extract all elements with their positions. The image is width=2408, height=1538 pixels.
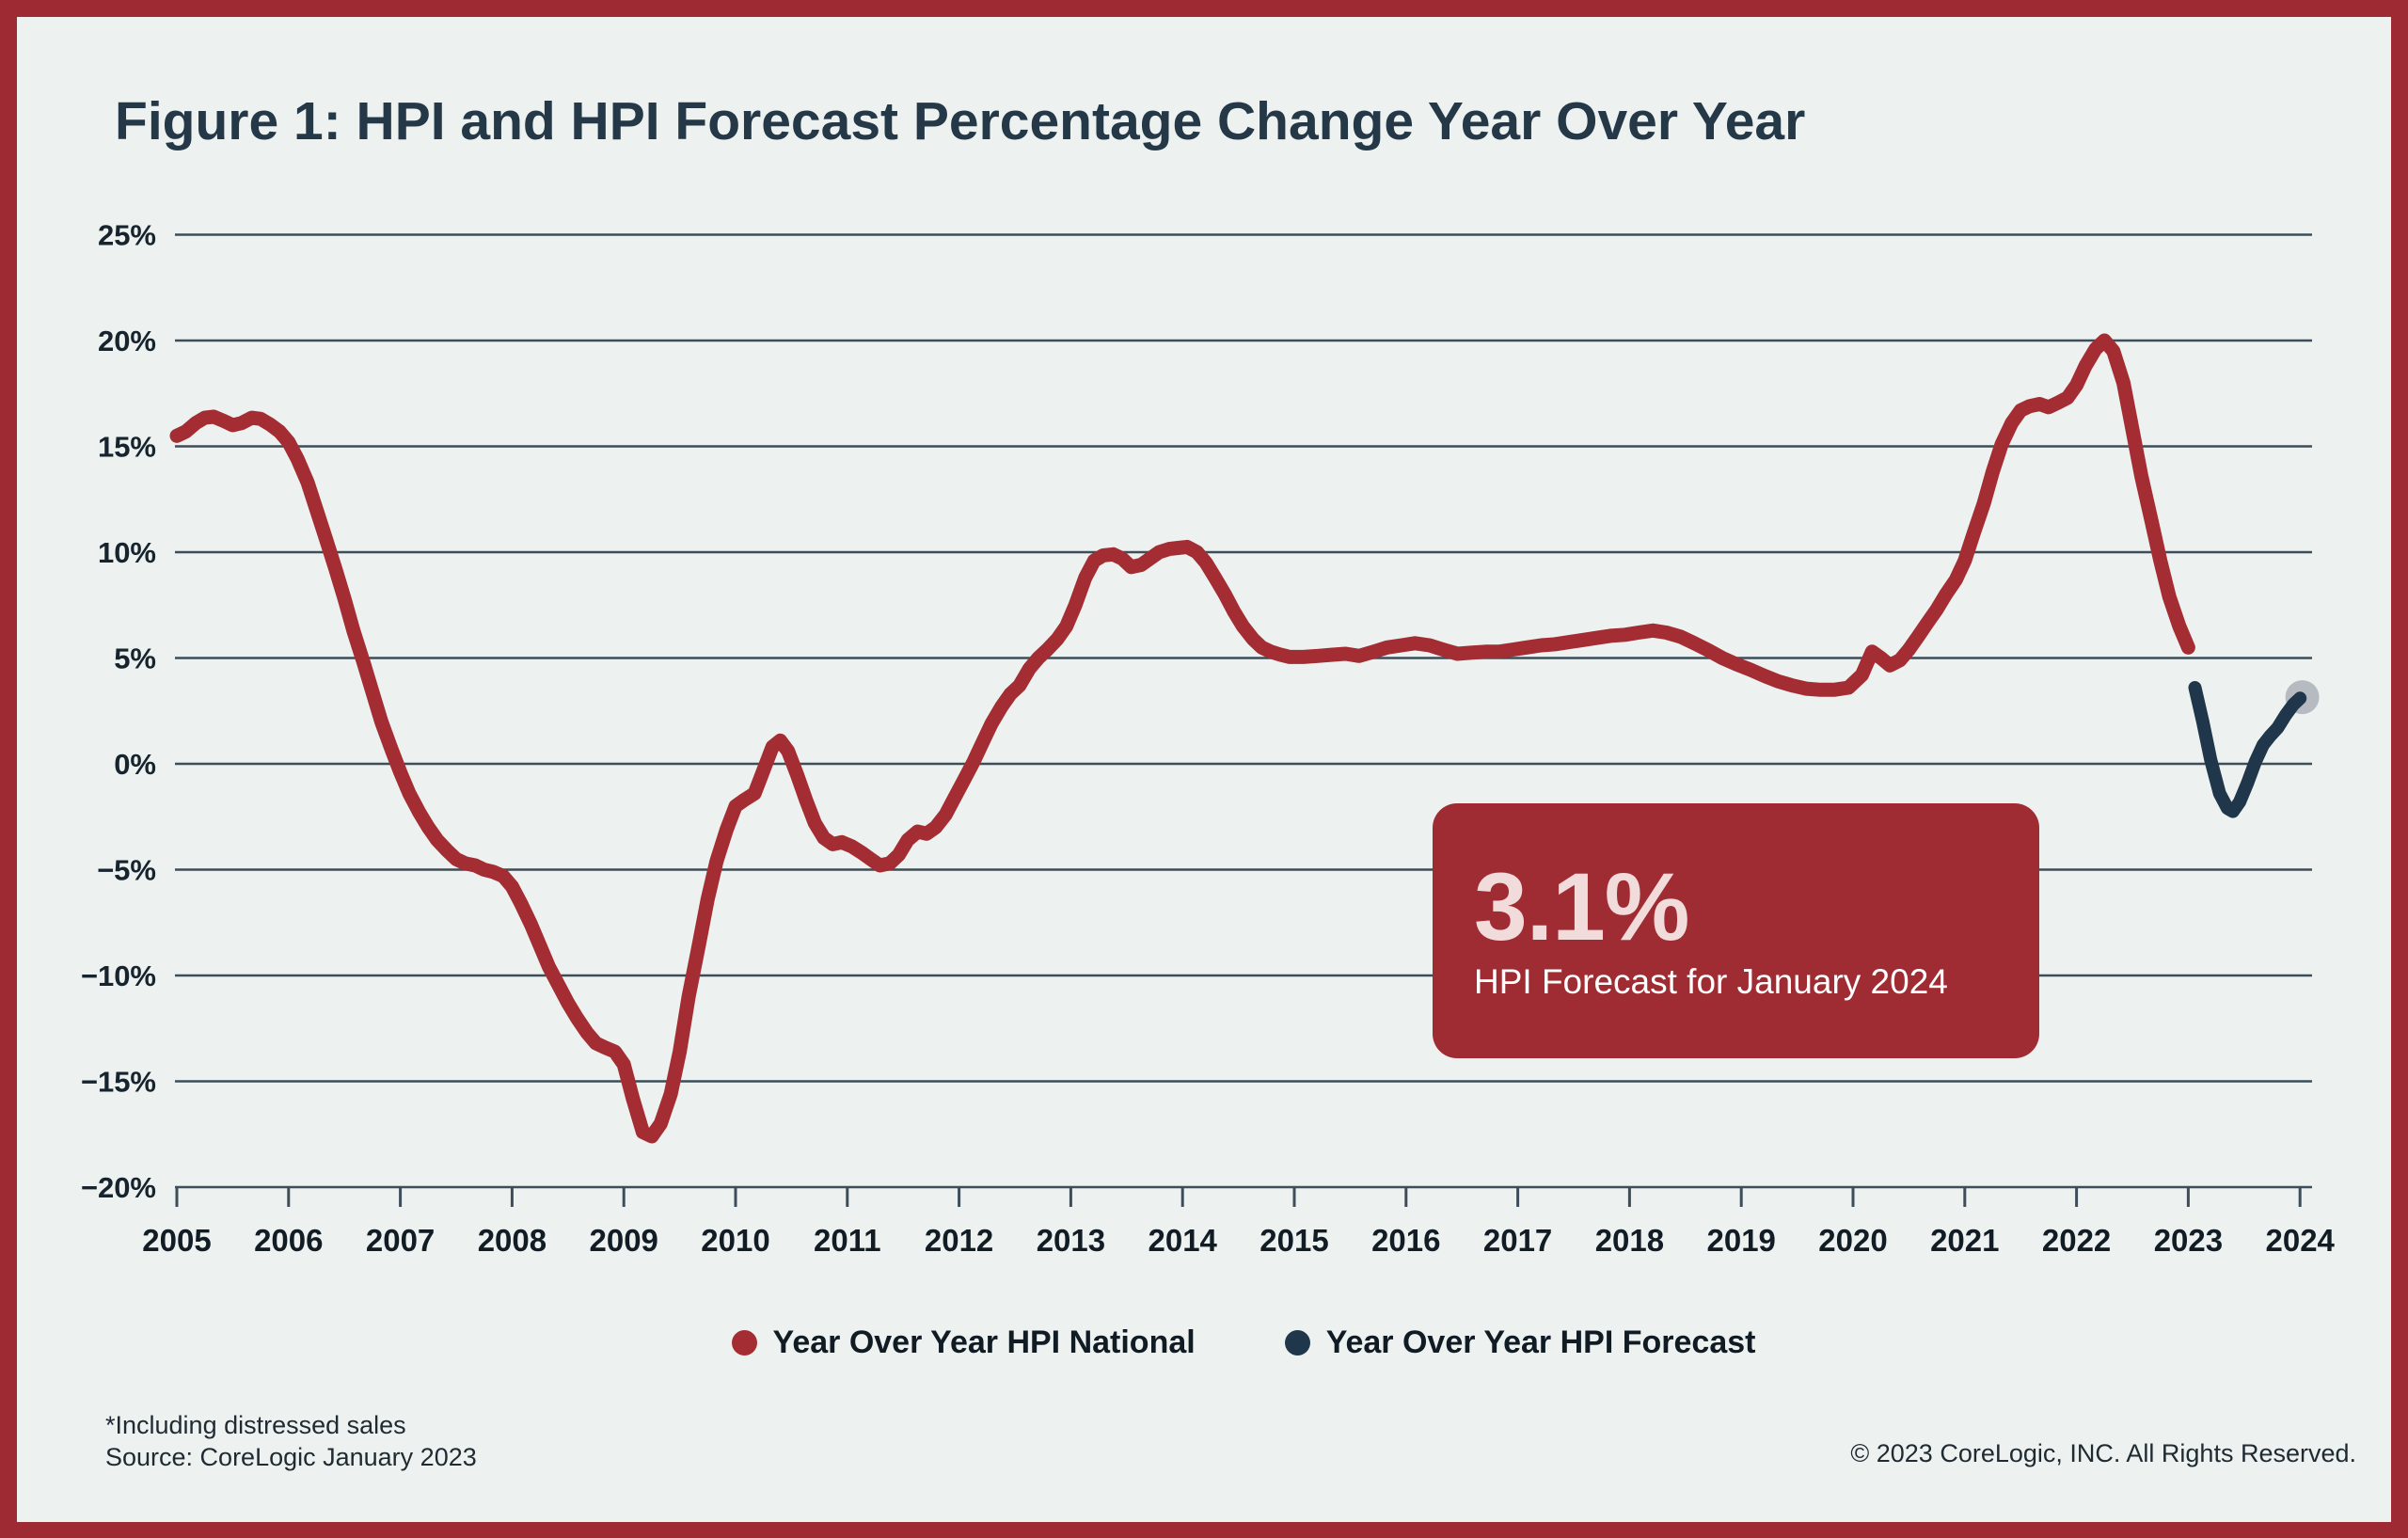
svg-text:2021: 2021	[1930, 1223, 1999, 1258]
svg-text:−5%: −5%	[97, 854, 156, 887]
legend: Year Over Year HPI National Year Over Ye…	[79, 1324, 2408, 1361]
svg-text:2014: 2014	[1148, 1223, 1217, 1258]
svg-text:2022: 2022	[2042, 1223, 2111, 1258]
svg-text:2009: 2009	[589, 1223, 657, 1258]
forecast-series-swatch	[1284, 1330, 1310, 1356]
legend-item-national: Year Over Year HPI National	[731, 1324, 1196, 1361]
forecast-callout-label: HPI Forecast for January 2024	[1474, 961, 1948, 1001]
svg-text:−15%: −15%	[81, 1066, 156, 1099]
legend-label-national: Year Over Year HPI National	[772, 1324, 1196, 1360]
svg-text:2005: 2005	[142, 1223, 211, 1258]
svg-text:2020: 2020	[1818, 1223, 1887, 1258]
svg-text:2011: 2011	[814, 1223, 881, 1258]
svg-text:10%: 10%	[98, 536, 156, 569]
svg-text:25%: 25%	[98, 219, 156, 252]
svg-text:5%: 5%	[114, 642, 156, 675]
svg-text:0%: 0%	[114, 748, 156, 781]
svg-text:2016: 2016	[1371, 1223, 1440, 1258]
svg-text:2023: 2023	[2154, 1223, 2223, 1258]
svg-text:2012: 2012	[925, 1223, 993, 1258]
svg-text:20%: 20%	[98, 325, 156, 357]
svg-text:2019: 2019	[1706, 1223, 1775, 1258]
national-series-swatch	[731, 1330, 757, 1356]
chart-title: Figure 1: HPI and HPI Forecast Percentag…	[115, 91, 1806, 151]
svg-text:2017: 2017	[1483, 1223, 1552, 1258]
forecast-callout-value: 3.1%	[1474, 852, 1690, 960]
chart-card: Figure 1: HPI and HPI Forecast Percentag…	[17, 17, 2391, 1522]
svg-text:15%: 15%	[98, 431, 156, 464]
legend-item-forecast: Year Over Year HPI Forecast	[1284, 1324, 1756, 1361]
footnote: *Including distressed sales Source: Core…	[105, 1409, 477, 1473]
copyright: © 2023 CoreLogic, INC. All Rights Reserv…	[1850, 1439, 2356, 1467]
svg-text:2018: 2018	[1595, 1223, 1664, 1258]
svg-text:−10%: −10%	[81, 959, 156, 992]
svg-text:2008: 2008	[478, 1223, 547, 1258]
legend-label-forecast: Year Over Year HPI Forecast	[1325, 1324, 1756, 1360]
footnote-line2: Source: CoreLogic January 2023	[105, 1443, 477, 1471]
svg-text:2024: 2024	[2265, 1223, 2335, 1258]
svg-text:2010: 2010	[701, 1223, 769, 1258]
footnote-line1: *Including distressed sales	[105, 1411, 406, 1439]
forecast-callout: 3.1% HPI Forecast for January 2024	[1433, 803, 2039, 1058]
svg-text:2007: 2007	[366, 1223, 435, 1258]
svg-text:2013: 2013	[1037, 1223, 1105, 1258]
svg-text:2015: 2015	[1259, 1223, 1328, 1258]
svg-text:2006: 2006	[254, 1223, 323, 1258]
svg-text:−20%: −20%	[81, 1171, 156, 1204]
